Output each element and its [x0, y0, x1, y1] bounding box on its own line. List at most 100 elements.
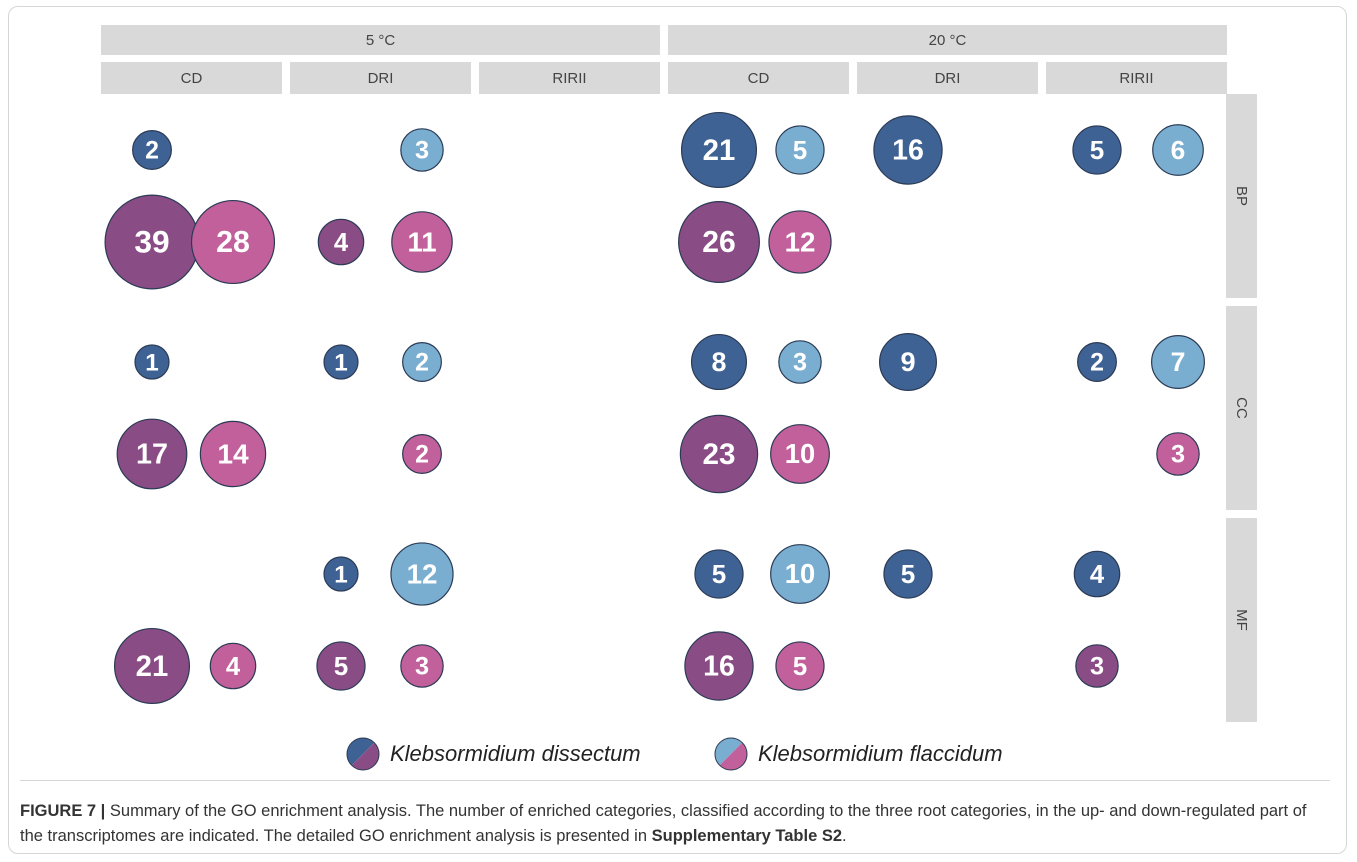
- comparison-strip: [479, 62, 660, 94]
- bubble-label: 1: [334, 349, 348, 376]
- bubble: [323, 556, 359, 592]
- bubble-label: 9: [900, 346, 915, 377]
- bubble: [679, 414, 759, 494]
- bubble: [1072, 125, 1122, 175]
- bubble-label: 14: [217, 438, 249, 469]
- legend-swatch-outline: [714, 737, 748, 771]
- comparison-strip: [668, 62, 849, 94]
- bubble: [1075, 644, 1119, 688]
- legend-label: Klebsormidium dissectum: [390, 741, 641, 766]
- bubble: [694, 549, 744, 599]
- bubble: [878, 333, 937, 392]
- comparison-label: DRI: [935, 70, 961, 87]
- comparison-label: RIRII: [552, 70, 586, 87]
- bubble: [768, 210, 832, 274]
- bubble-label: 3: [415, 653, 429, 681]
- bubble-label: 4: [334, 229, 349, 257]
- bubble: [873, 115, 943, 185]
- caption: FIGURE 7 | Summary of the GO enrichment …: [20, 780, 1330, 849]
- bubble: [113, 627, 191, 705]
- bubble: [684, 631, 754, 701]
- bubble-label: 11: [407, 226, 436, 257]
- bubble-label: 21: [703, 134, 736, 167]
- bubble: [1073, 550, 1121, 598]
- bubble: [400, 644, 444, 688]
- comparison-strip: [290, 62, 471, 94]
- temperature-label: 20 °C: [929, 32, 967, 49]
- comparison-label: CD: [181, 70, 203, 87]
- category-label: CC: [1233, 397, 1250, 419]
- bubble-label: 5: [793, 135, 807, 165]
- bubble-label: 6: [1171, 135, 1186, 165]
- caption-text: Summary of the GO enrichment analysis. T…: [20, 802, 1307, 845]
- comparison-strip: [101, 62, 282, 94]
- temperature-label: 5 °C: [366, 32, 396, 49]
- bubble-label: 5: [334, 651, 348, 681]
- legend-swatch-outline: [346, 737, 380, 771]
- bubble-label: 3: [415, 137, 429, 165]
- comparison-label: RIRII: [1119, 70, 1153, 87]
- bubble: [1156, 432, 1200, 476]
- bubble-label: 4: [1090, 561, 1105, 589]
- comparison-label: CD: [748, 70, 770, 87]
- category-strip: [1226, 306, 1257, 510]
- bubble-label: 39: [134, 223, 169, 259]
- category-strip: [1226, 94, 1257, 298]
- bubble: [775, 125, 825, 175]
- comparison-strip: [857, 62, 1038, 94]
- bubble-label: 3: [1171, 441, 1185, 469]
- bubble: [402, 434, 442, 474]
- bubble: [323, 344, 359, 380]
- bubble-label: 16: [703, 651, 735, 683]
- bubble: [1077, 342, 1117, 382]
- bubble: [400, 128, 444, 172]
- bubble-label: 7: [1171, 347, 1186, 377]
- bubble-label: 8: [712, 347, 727, 377]
- bubble-label: 5: [712, 559, 726, 589]
- bubble-label: 1: [334, 561, 348, 588]
- legend-label: Klebsormidium flaccidum: [758, 741, 1003, 766]
- bubble-label: 5: [1090, 135, 1104, 165]
- legend-swatch-top: [346, 738, 375, 766]
- legend-swatch-bottom: [719, 742, 747, 770]
- frame: [8, 6, 1347, 854]
- bubble: [134, 344, 170, 380]
- bubble: [1151, 335, 1205, 389]
- bubble: [190, 199, 276, 285]
- legend-swatch-bottom: [351, 742, 380, 771]
- bubble: [317, 218, 365, 266]
- bubble: [1152, 124, 1204, 176]
- bubble-label: 5: [901, 559, 915, 589]
- bubble-label: 2: [1090, 350, 1104, 377]
- bubble: [680, 111, 758, 189]
- bubble: [770, 544, 830, 604]
- bubble-label: 2: [415, 442, 429, 469]
- bubble: [116, 418, 188, 490]
- bubble-label: 2: [415, 350, 429, 377]
- bubble-label: 21: [136, 650, 169, 683]
- bubble-label: 12: [785, 226, 816, 257]
- caption-bold: Supplementary Table S2: [651, 827, 843, 845]
- bubble-label: 28: [216, 226, 250, 259]
- bubble-label: 1: [145, 349, 159, 376]
- bubble: [778, 340, 822, 384]
- bubble: [775, 641, 825, 691]
- caption-label: FIGURE 7 |: [20, 802, 106, 820]
- category-strip: [1226, 518, 1257, 722]
- bubble-label: 3: [1090, 653, 1104, 681]
- bubble: [316, 641, 366, 691]
- bubble-label: 5: [793, 651, 807, 681]
- bubble-label: 4: [226, 653, 241, 681]
- bubble: [391, 211, 453, 273]
- bubble: [690, 333, 748, 391]
- comparison-strip: [1046, 62, 1227, 94]
- bubble-label: 3: [793, 349, 807, 377]
- bubble: [770, 424, 830, 484]
- category-label: BP: [1233, 186, 1250, 206]
- bubble: [390, 542, 454, 606]
- bubble: [883, 549, 933, 599]
- temperature-strip: [101, 25, 660, 55]
- bubble-label: 16: [892, 135, 924, 167]
